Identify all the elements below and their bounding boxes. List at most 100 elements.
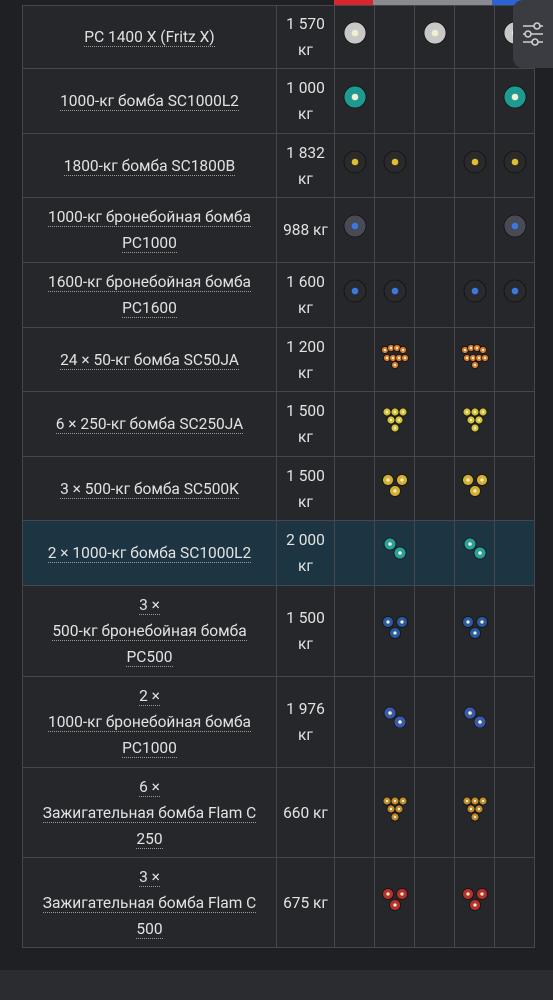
name-link[interactable]: 24 × 50-кг бомба SC50JA [60,350,239,370]
bomb-highlight [473,799,476,802]
name-link[interactable]: PC1000 [122,234,177,253]
weight-cell: 1 000 кг [276,68,335,134]
bomb-icon [462,407,487,433]
bomb-highlight [387,542,392,546]
name-link[interactable]: PC1000 [122,739,177,758]
bomb-highlight [387,711,392,715]
name-link[interactable]: 1800-кг бомба SC1800B [63,156,236,176]
icon-cell [414,262,455,328]
name-link[interactable]: 2 × 1000-кг бомба SC1000L2 [47,544,252,563]
name-link[interactable]: 1600-кг бронебойная бомба [47,273,251,292]
name-cell: 3 × Зажигательная бомба Flam C 500 [22,857,277,948]
name-cell: 6 × 250-кг бомба SC250JA [22,391,277,457]
bomb-highlight [471,356,474,359]
bomb-highlight [511,222,518,230]
icon-cell [374,676,415,768]
name-line: 3 × [23,592,276,618]
name-line: 3 × 500-кг бомба SC500K [23,476,276,502]
weight-cell: 988 кг [276,197,335,263]
bomb-highlight [472,902,477,907]
icon-cell [494,327,535,392]
row: 24 × 50-кг бомба SC50JA 1 200 кг [22,327,535,392]
bar-red [334,0,373,5]
bomb-icon [343,214,366,238]
name-link[interactable]: 3 × [139,596,160,615]
icon-cell [454,456,495,521]
icon-cell [494,197,535,263]
name-link[interactable]: 1000-кг бронебойная бомба [47,713,251,732]
name-link[interactable]: Зажигательная бомба Flam C [42,893,257,913]
bomb-icon [343,279,366,303]
bomb-highlight [473,410,476,414]
name-link[interactable]: 6 × 250-кг бомба SC250JA [55,415,244,434]
bomb-highlight [397,418,400,422]
name-link[interactable]: PC 1400 X (Fritz X) [84,28,215,47]
icon-cell [454,262,495,328]
bomb-highlight [389,807,392,810]
settings-button[interactable] [513,0,553,68]
icon-cell [374,767,415,858]
row: 1600-кг бронебойная бомба PC1600 1 600 кг [22,262,535,328]
name-link[interactable]: Зажигательная бомба Flam C [42,803,257,823]
name-cell: 2 × 1000-кг бронебойная бомба PC1000 [22,676,277,768]
name-line: 2 × 1000-кг бомба SC1000L2 [23,540,276,566]
bomb-highlight [511,287,518,295]
icon-cell [454,391,495,457]
icon-cell [454,133,495,198]
name-link[interactable]: 500-кг бронебойная бомба [52,622,247,641]
bomb-highlight [397,807,400,810]
bomb-icon [503,214,526,238]
bomb-highlight [472,488,477,493]
name-line: PC1600 [23,295,276,321]
name-line: 1600-кг бронебойная бомба [23,269,276,295]
icon-cell [494,391,535,457]
bomb-highlight [479,891,484,896]
icon-cell [494,585,535,677]
name-link[interactable]: 3 × [139,867,160,887]
bomb-highlight [391,356,394,359]
name-cell: 1800-кг бомба SC1800B [22,133,277,198]
name-link[interactable]: 1000-кг бомба SC1000L2 [60,92,239,111]
icon-cell [334,520,375,586]
name-link[interactable]: PC1600 [122,299,177,318]
bomb-icon [381,473,408,497]
icon-cell [334,585,375,677]
name-link[interactable]: 2 × [139,687,160,706]
icon-cell [334,391,375,457]
name-line: PC1000 [23,735,276,761]
bomb-highlight [389,346,392,349]
bomb-icon [461,473,488,497]
bomb-icon [462,796,487,821]
bomb-highlight [397,551,402,555]
bar-blue [492,0,531,5]
name-link[interactable]: 6 × [139,777,160,797]
name-link[interactable]: PC500 [126,648,173,667]
icon-cell [414,5,455,69]
icon-cell [414,585,455,677]
name-cell: 1000-кг бронебойная бомба PC1000 [22,197,277,263]
bomb-icon [461,616,488,639]
bar-gray [373,0,492,5]
icon-cell [334,327,375,392]
bomb-icon [463,279,486,303]
bomb-highlight [351,222,358,230]
bomb-highlight [395,346,398,349]
bomb-highlight [483,356,486,359]
bomb-icon [380,343,409,369]
bomb-highlight [469,807,472,810]
bomb-highlight [351,158,358,165]
name-link[interactable]: 1000-кг бронебойная бомба [47,208,251,227]
bomb-highlight [473,426,476,430]
name-link[interactable]: 500 [136,919,163,939]
bomb-highlight [465,477,470,482]
bomb-highlight [469,418,472,422]
name-line: 250 [23,826,276,852]
bomb-highlight [385,356,388,359]
bomb-highlight [481,799,484,802]
icon-cell [414,456,455,521]
icon-cell [334,133,375,198]
name-link[interactable]: 3 × 500-кг бомба SC500K [60,479,239,499]
name-link[interactable]: 250 [136,829,163,849]
bomb-highlight [511,158,518,165]
